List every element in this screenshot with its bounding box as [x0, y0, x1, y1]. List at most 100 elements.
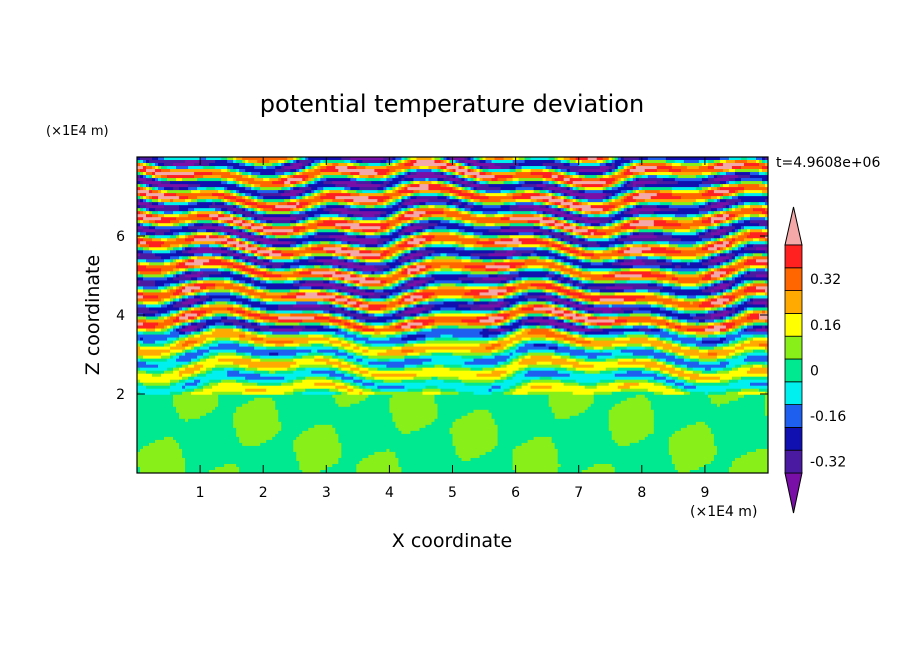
- contour-cell: [425, 241, 433, 245]
- contour-cell: [707, 280, 712, 284]
- contour-cell: [761, 310, 766, 315]
- contour-cell: [587, 304, 595, 309]
- contour-cell: [512, 193, 523, 197]
- contour-cell: [182, 322, 186, 327]
- contour-cell: [335, 268, 339, 272]
- contour-cell: [239, 241, 243, 245]
- contour-cell: [137, 223, 141, 227]
- contour-cell: [416, 160, 436, 164]
- contour-cell: [746, 283, 751, 288]
- contour-cell: [473, 190, 478, 194]
- contour-cell: [635, 163, 640, 167]
- contour-cell: [560, 286, 565, 291]
- contour-cell: [671, 187, 697, 191]
- contour-cell: [314, 181, 318, 185]
- contour-cell: [137, 331, 144, 336]
- contour-cell: [623, 205, 628, 209]
- contour-cell: [572, 244, 577, 248]
- contour-cell: [746, 292, 757, 297]
- contour-cell: [503, 271, 511, 275]
- contour-cell: [263, 343, 276, 348]
- contour-cell: [557, 289, 571, 294]
- contour-cell: [413, 217, 421, 221]
- contour-cell: [674, 328, 679, 333]
- contour-cell: [722, 241, 730, 245]
- contour-cell: [359, 175, 369, 179]
- contour-cell: [629, 253, 643, 257]
- contour-cell: [137, 181, 141, 185]
- contour-cell: [269, 160, 279, 164]
- contour-cell: [572, 199, 577, 203]
- contour-cell: [644, 331, 670, 336]
- contour-cell: [572, 235, 577, 239]
- contour-cell: [506, 286, 517, 291]
- contour-cell: [725, 337, 736, 342]
- contour-cell: [632, 214, 640, 218]
- contour-cell: [410, 277, 415, 281]
- contour-cell: [224, 190, 231, 194]
- contour-cell: [263, 223, 267, 227]
- contour-cell: [362, 190, 378, 194]
- contour-cell: [578, 322, 583, 327]
- contour-cell: [410, 223, 415, 227]
- contour-cell: [350, 241, 360, 245]
- contour-cell: [728, 235, 733, 239]
- contour-cell: [560, 259, 565, 263]
- contour-cell: [629, 202, 637, 206]
- contour-cell: [350, 172, 360, 176]
- contour-cell: [596, 175, 604, 179]
- contour-cell: [695, 256, 703, 260]
- contour-cell: [332, 256, 339, 260]
- contour-cell: [734, 259, 739, 263]
- contour-cell: [704, 307, 712, 312]
- contour-cell: [176, 166, 189, 170]
- contour-cell: [650, 196, 682, 200]
- contour-cell: [482, 166, 490, 170]
- contour-cell: [227, 187, 246, 191]
- contour-cell: [599, 223, 607, 227]
- contour-cell: [578, 313, 583, 318]
- contour-cell: [320, 202, 327, 206]
- contour-cell: [269, 235, 276, 239]
- contour-cell: [479, 172, 487, 176]
- contour-cell: [560, 271, 565, 275]
- contour-cell: [416, 262, 421, 266]
- contour-cell: [425, 247, 457, 251]
- contour-cell: [350, 160, 357, 164]
- contour-cell: [347, 304, 351, 309]
- contour-cell: [614, 166, 619, 170]
- contour-cell: [356, 235, 366, 239]
- contour-cell: [725, 271, 730, 275]
- contour-cell: [422, 328, 433, 333]
- contour-cell: [470, 307, 496, 312]
- contour-cell: [203, 325, 207, 330]
- contour-cell: [236, 190, 240, 194]
- contour-cell: [398, 277, 403, 281]
- contour-cell: [224, 202, 228, 206]
- contour-cell: [725, 244, 730, 248]
- contour-cell: [617, 211, 622, 215]
- contour-cell: [161, 175, 168, 179]
- contour-cell: [701, 301, 712, 306]
- contour-cell: [560, 226, 565, 230]
- contour-cell: [623, 301, 637, 306]
- contour-cell: [359, 163, 369, 167]
- contour-cell: [320, 322, 330, 327]
- contour-cell: [647, 283, 658, 288]
- contour-cell: [635, 289, 649, 294]
- contour-cell: [626, 235, 631, 239]
- contour-cell: [140, 157, 153, 161]
- contour-cell: [467, 199, 472, 203]
- contour-cell: [197, 313, 201, 318]
- contour-cell: [200, 289, 204, 294]
- contour-cell: [548, 277, 553, 281]
- contour-cell: [389, 172, 393, 176]
- contour-cell: [254, 280, 261, 284]
- contour-cell: [188, 298, 201, 303]
- contour-cell: [638, 322, 643, 327]
- contour-cell: [464, 235, 475, 239]
- contour-cell: [236, 202, 240, 206]
- contour-cell: [701, 172, 712, 176]
- contour-cell: [551, 277, 559, 281]
- contour-cell: [233, 325, 237, 330]
